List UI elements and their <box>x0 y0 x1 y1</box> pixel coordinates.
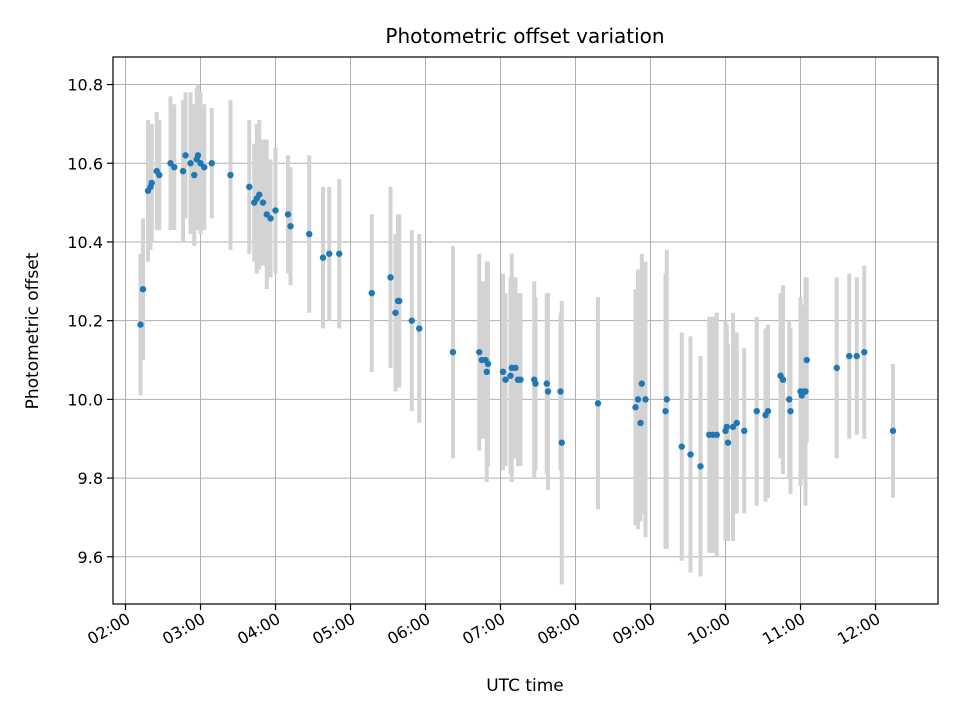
data-point <box>179 167 187 175</box>
data-point <box>697 463 704 470</box>
plot-frame <box>112 56 939 605</box>
data-point <box>889 427 897 435</box>
data-point <box>638 380 645 387</box>
y-tick-label: 10.0 <box>67 390 103 409</box>
data-point <box>137 321 144 328</box>
data-point <box>449 348 457 356</box>
data-point <box>803 356 810 364</box>
data-point <box>259 199 267 206</box>
y-axis-title: Photometric offset <box>23 252 43 409</box>
data-point <box>191 171 198 179</box>
data-point <box>802 388 809 395</box>
data-point <box>662 407 669 415</box>
y-tick-label: 10.6 <box>67 154 103 173</box>
data-point <box>517 376 524 383</box>
data-point <box>484 360 492 368</box>
y-tick-label: 10.8 <box>67 76 103 95</box>
data-point <box>194 152 202 159</box>
data-point <box>741 427 748 435</box>
data-point <box>139 285 147 293</box>
data-point <box>182 152 189 159</box>
data-point <box>396 297 403 305</box>
data-point <box>779 376 787 383</box>
data-point <box>284 211 292 218</box>
data-point <box>392 309 399 316</box>
data-point <box>272 207 279 214</box>
data-point <box>642 396 649 403</box>
data-point <box>632 404 639 411</box>
data-point <box>148 179 155 187</box>
data-point <box>267 215 274 222</box>
data-point <box>637 419 644 427</box>
data-point <box>502 376 509 383</box>
data-point <box>544 388 552 395</box>
data-point <box>512 364 519 372</box>
data-point <box>476 348 483 356</box>
data-point <box>853 352 860 360</box>
data-point <box>368 289 375 297</box>
data-point <box>319 254 327 261</box>
data-point <box>723 423 730 431</box>
data-point <box>687 451 694 458</box>
data-point <box>733 419 740 427</box>
data-point <box>387 274 394 281</box>
data-point <box>256 191 263 198</box>
data-point <box>187 160 194 167</box>
data-point <box>408 317 415 324</box>
data-point <box>753 407 760 415</box>
data-point <box>594 400 602 407</box>
data-point <box>713 431 720 438</box>
data-point <box>306 230 313 238</box>
data-point <box>326 250 333 257</box>
data-point <box>543 380 550 387</box>
data-point <box>557 388 564 395</box>
data-point <box>634 396 642 403</box>
data-point <box>336 250 343 257</box>
data-point <box>764 407 772 415</box>
data-point <box>201 163 208 171</box>
y-tick-label: 10.2 <box>67 312 103 331</box>
data-point <box>287 223 294 230</box>
data-point <box>861 348 868 356</box>
data-point <box>663 396 670 403</box>
data-point <box>171 163 178 171</box>
data-point <box>786 396 793 403</box>
data-point <box>499 368 507 376</box>
x-axis-title: UTC time <box>486 676 564 696</box>
data-point <box>678 443 685 450</box>
data-point <box>532 380 539 387</box>
data-point <box>208 160 215 167</box>
data-points <box>137 152 897 470</box>
data-point <box>416 325 423 332</box>
data-point <box>787 407 794 415</box>
data-point <box>483 368 490 376</box>
chart-title: Photometric offset variation <box>385 24 664 48</box>
data-point <box>724 439 732 446</box>
y-tick-label: 10.4 <box>67 233 103 252</box>
data-point <box>227 171 234 179</box>
data-point <box>846 352 853 360</box>
data-point <box>156 171 163 179</box>
data-point <box>507 372 514 379</box>
data-point <box>833 364 840 372</box>
data-point <box>246 183 253 191</box>
y-tick-label: 9.6 <box>78 548 103 567</box>
data-point <box>558 439 565 446</box>
y-tick-label: 9.8 <box>78 469 103 488</box>
